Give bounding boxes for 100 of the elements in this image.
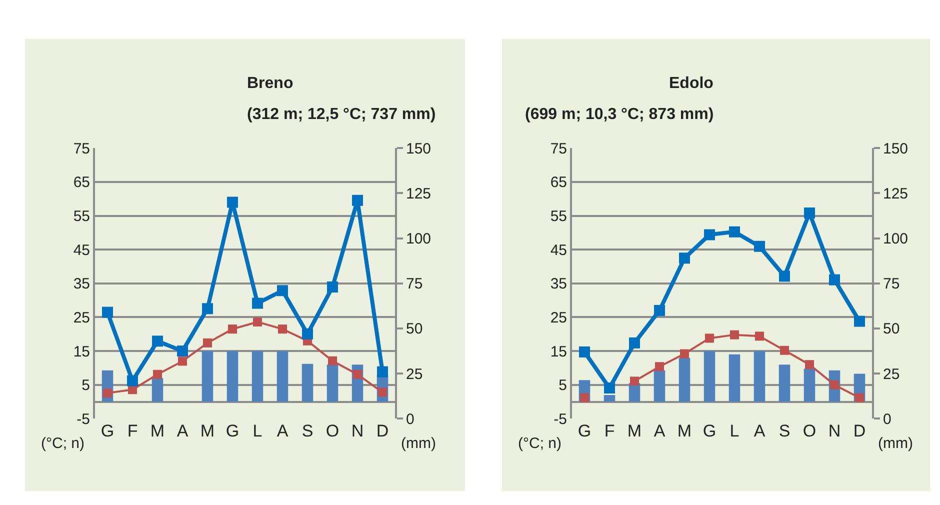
y-tick-label: 25	[73, 309, 90, 326]
bar	[276, 351, 288, 402]
x-tick-label: S	[302, 422, 314, 441]
point	[152, 336, 163, 347]
point	[580, 393, 589, 402]
point	[278, 324, 287, 334]
point	[679, 252, 690, 264]
point	[253, 317, 262, 326]
y-tick-label: 55	[73, 208, 90, 226]
x-tick-label: S	[778, 422, 790, 441]
x-tick-label: G	[100, 422, 114, 441]
y2-tick-label: 125	[406, 185, 432, 202]
x-tick-label: F	[604, 422, 615, 441]
x-tick-label: L	[252, 422, 262, 441]
y2-tick-label: 25	[883, 366, 900, 383]
y2-tick-label: 150	[883, 140, 908, 158]
point	[579, 346, 590, 358]
y-tick-label: 75	[73, 140, 90, 158]
bar	[152, 378, 164, 402]
x-tick-label: O	[326, 422, 340, 441]
x-tick-label: D	[853, 422, 866, 441]
point	[153, 370, 162, 379]
point	[102, 306, 113, 318]
point	[377, 366, 388, 378]
point	[630, 376, 639, 386]
x-tick-label: G	[226, 422, 240, 441]
point	[353, 370, 362, 379]
point	[654, 304, 665, 316]
point	[252, 298, 263, 309]
y2-tick-label: 75	[406, 276, 423, 293]
y-tick-label: -5	[76, 410, 90, 428]
x-tick-label: M	[677, 422, 692, 441]
point	[177, 346, 188, 357]
x-tick-label: D	[376, 422, 389, 441]
point	[680, 349, 689, 358]
point	[202, 303, 213, 314]
chart-subtitle: (699 m; 10,3 °C; 873 mm)	[525, 106, 714, 123]
y-tick-label: 5	[82, 377, 90, 394]
point	[705, 334, 714, 343]
bar	[804, 368, 816, 402]
y2-axis-title: (mm)	[401, 435, 436, 452]
x-tick-label: M	[627, 422, 642, 441]
point	[729, 226, 740, 238]
point	[328, 356, 337, 366]
point	[780, 346, 789, 355]
y2-tick-label: 75	[883, 276, 900, 293]
y-tick-label: 55	[550, 208, 567, 226]
point	[829, 274, 840, 286]
bar	[252, 351, 264, 402]
point	[854, 316, 865, 327]
x-tick-label: A	[276, 422, 289, 441]
y-tick-label: -5	[554, 410, 567, 428]
point	[127, 375, 138, 386]
y-axis-title: (°C; n)	[518, 435, 562, 452]
y-tick-label: 45	[550, 242, 567, 259]
y2-axis-title: (mm)	[878, 435, 913, 452]
point	[755, 332, 764, 341]
point	[302, 328, 313, 340]
point	[754, 240, 765, 252]
x-tick-label: A	[176, 422, 189, 441]
bar	[604, 395, 616, 402]
y-tick-label: 75	[550, 140, 567, 158]
y2-tick-label: 150	[406, 140, 432, 158]
y-tick-label: 45	[73, 242, 90, 259]
point	[327, 282, 338, 293]
y-tick-label: 65	[73, 174, 90, 192]
x-tick-label: M	[200, 422, 215, 441]
y-tick-label: 5	[558, 377, 567, 394]
point	[804, 208, 815, 219]
y2-tick-label: 50	[883, 320, 900, 338]
x-tick-label: F	[127, 422, 138, 441]
point	[704, 229, 715, 240]
point	[277, 285, 288, 296]
bar	[678, 358, 690, 402]
chart-subtitle: (312 m; 12,5 °C; 737 mm)	[247, 106, 436, 123]
x-tick-label: M	[150, 422, 165, 441]
y2-tick-label: 100	[883, 230, 908, 248]
x-tick-label: A	[654, 422, 666, 441]
point	[227, 196, 238, 208]
bar	[302, 364, 314, 402]
point	[203, 338, 212, 348]
point	[103, 388, 112, 398]
y-tick-label: 35	[73, 276, 90, 293]
point	[730, 330, 739, 340]
chart-title: Edolo	[669, 75, 714, 92]
x-tick-label: L	[730, 422, 740, 441]
point	[779, 270, 790, 282]
point	[352, 194, 363, 206]
x-tick-label: G	[578, 422, 592, 441]
y2-tick-label: 125	[883, 185, 908, 202]
bar	[326, 364, 338, 402]
x-tick-label: O	[802, 422, 816, 441]
point	[178, 356, 187, 366]
bar	[728, 354, 740, 402]
point	[655, 362, 664, 372]
point	[604, 382, 615, 394]
chart-title: Breno	[247, 75, 294, 92]
x-tick-label: N	[828, 422, 841, 441]
y-tick-label: 25	[550, 309, 567, 326]
y-tick-label: 65	[550, 174, 567, 192]
